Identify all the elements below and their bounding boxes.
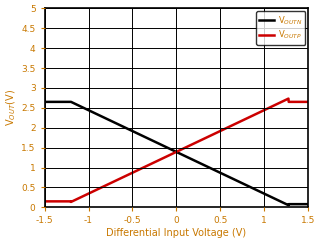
Y-axis label: V$_{OUT}$(V): V$_{OUT}$(V) — [5, 89, 19, 126]
V$_{OUTN}$ — [159, 143, 163, 146]
V$_{OUTP}$ — [70, 200, 74, 203]
V$_{OUTN}$ — [69, 100, 73, 103]
V$_{OUTP}$ — [253, 113, 257, 116]
Legend: V$_{OUTN}$, V$_{OUTP}$: V$_{OUTN}$, V$_{OUTP}$ — [256, 11, 306, 45]
V$_{OUTN}$ — [149, 139, 153, 141]
Line: V$_{OUTN}$: V$_{OUTN}$ — [45, 102, 308, 205]
V$_{OUTN}$ — [253, 188, 257, 191]
X-axis label: Differential Input Voltage (V): Differential Input Voltage (V) — [106, 228, 246, 238]
Line: V$_{OUTP}$: V$_{OUTP}$ — [45, 99, 308, 202]
V$_{OUTP}$ — [224, 127, 228, 130]
V$_{OUTP}$ — [149, 162, 153, 165]
V$_{OUTP}$ — [159, 158, 163, 161]
V$_{OUTN}$ — [70, 101, 74, 104]
V$_{OUTN}$ — [43, 100, 47, 103]
V$_{OUTN}$ — [224, 174, 228, 177]
V$_{OUTN}$ — [306, 203, 310, 206]
V$_{OUTP}$ — [306, 100, 310, 103]
V$_{OUTN}$ — [286, 204, 290, 207]
V$_{OUTP}$ — [43, 200, 47, 203]
V$_{OUTP}$ — [69, 200, 73, 203]
V$_{OUTP}$ — [286, 97, 290, 100]
V$_{OUTP}$ — [248, 115, 252, 118]
V$_{OUTN}$ — [248, 186, 252, 189]
